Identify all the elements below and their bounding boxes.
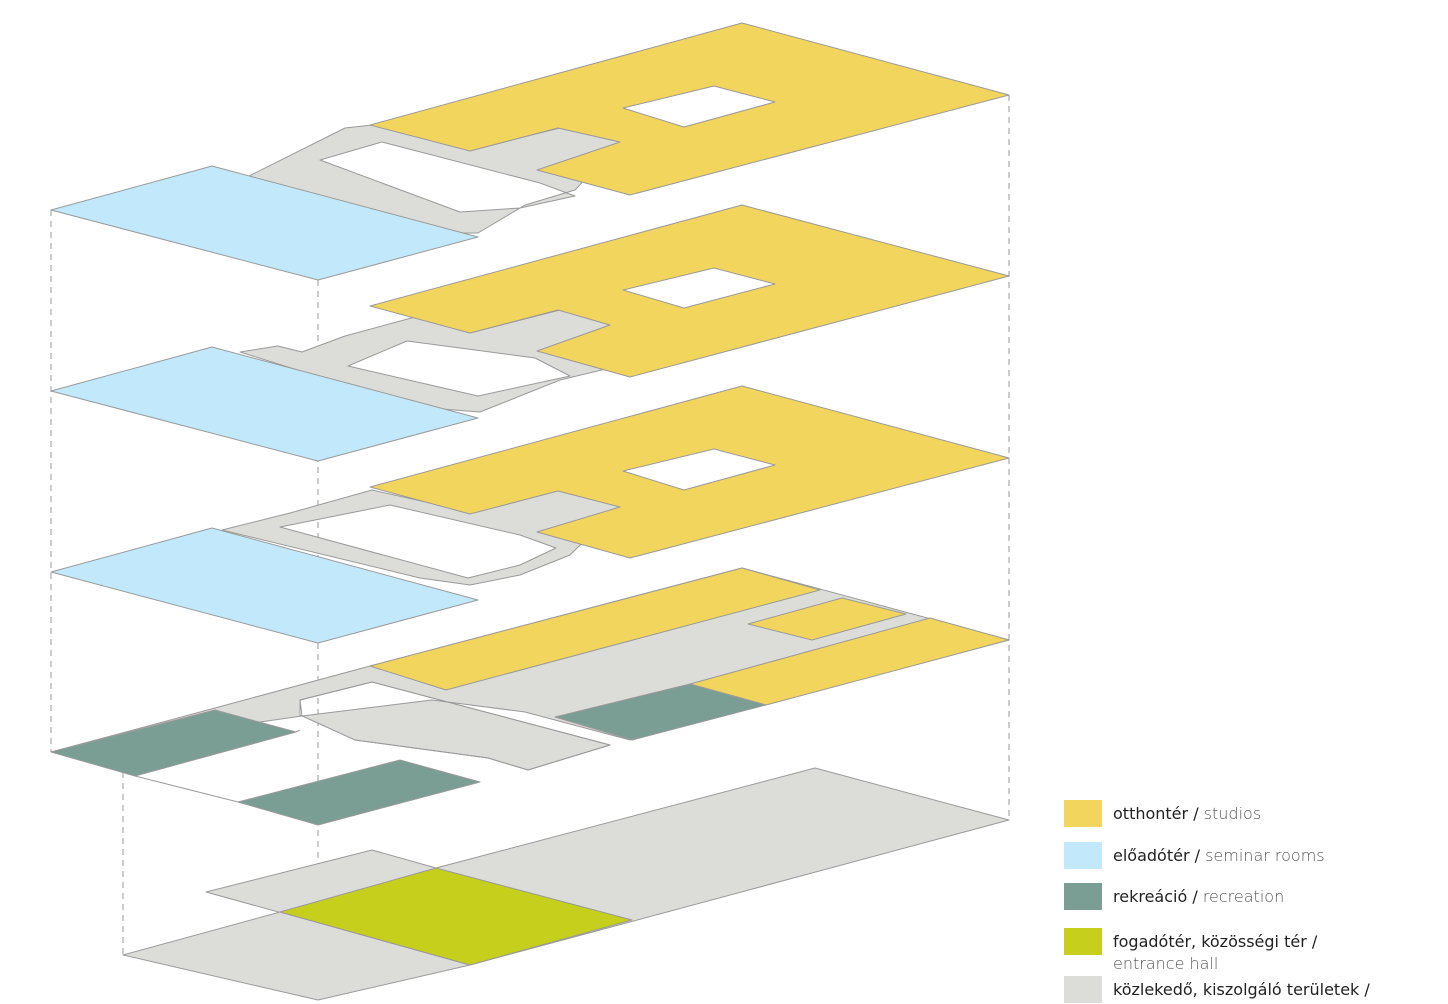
legend-label-hu: fogadótér, közösségi tér / <box>1113 932 1318 951</box>
studio-plate <box>369 22 1010 196</box>
floor-outline <box>134 681 611 803</box>
recreation-area <box>554 683 767 741</box>
legend-label-en: seminar rooms <box>1205 846 1325 865</box>
studio-plate <box>369 204 1010 378</box>
entrance-hall <box>279 867 633 966</box>
legend-label-hu: előadótér / <box>1113 846 1206 865</box>
legend-label-hu: otthontér / <box>1113 804 1204 823</box>
recreation-area <box>237 759 481 826</box>
seminar-room-plate <box>50 346 479 462</box>
studio-strip <box>369 567 821 691</box>
entrance-hall-swatch <box>1064 928 1102 955</box>
level-0 <box>122 767 1010 1001</box>
legend-label-hu: rekreáció / <box>1113 887 1203 906</box>
legend-label-en: entrance hall <box>1113 954 1219 973</box>
level-1 <box>50 567 1010 826</box>
level-4 <box>50 22 1010 281</box>
legend-label-en: studios <box>1203 804 1262 823</box>
circulation-swatch <box>1064 976 1102 1003</box>
seminar-room-plate <box>50 527 479 644</box>
seminar-room-plate <box>50 165 479 281</box>
seminar-rooms-swatch <box>1064 842 1102 869</box>
legend-label-hu: közlekedő, kiszolgáló területek / <box>1113 980 1370 999</box>
studios-swatch <box>1064 800 1102 827</box>
recreation-swatch <box>1064 883 1102 910</box>
level-3 <box>50 204 1010 462</box>
level-2 <box>50 385 1010 644</box>
studio-plate <box>369 385 1010 559</box>
legend-label-en: recreation <box>1202 887 1285 906</box>
studio-block-small <box>747 597 907 641</box>
